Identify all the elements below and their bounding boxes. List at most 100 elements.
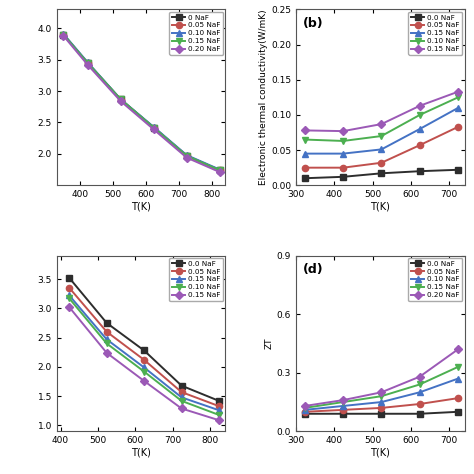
0.0 NaF <box>455 409 461 415</box>
0.05 NaF <box>217 167 223 173</box>
0.05 NaF <box>379 405 384 411</box>
Y-axis label: Electronic thermal conductivity(W/mK): Electronic thermal conductivity(W/mK) <box>259 9 268 185</box>
X-axis label: T(K): T(K) <box>131 448 151 458</box>
0.20 NaF <box>455 346 461 352</box>
Line: 0.0 NaF: 0.0 NaF <box>66 275 222 404</box>
0.10 NaF <box>379 399 384 405</box>
0.15 NaF <box>66 292 72 298</box>
0.15 NaF <box>379 121 384 127</box>
0.20 NaF <box>85 62 91 68</box>
Line: 0.15 NaF: 0.15 NaF <box>302 89 461 134</box>
0.15 NaF <box>340 399 346 405</box>
0.20 NaF <box>417 374 423 380</box>
Line: 0.15 NaF: 0.15 NaF <box>302 105 461 157</box>
0.05 NaF <box>118 97 123 103</box>
0.05 NaF <box>417 142 423 148</box>
0.15 NaF <box>417 382 423 387</box>
0 NaF <box>217 167 223 173</box>
0.20 NaF <box>151 127 156 132</box>
0.05 NaF <box>104 329 109 335</box>
0.15 NaF <box>455 364 461 370</box>
0 NaF <box>151 125 156 130</box>
0.10 NaF <box>104 341 109 346</box>
Line: 0.15 NaF: 0.15 NaF <box>66 292 222 413</box>
0.15 NaF <box>85 60 91 66</box>
0.10 NaF <box>85 59 91 65</box>
0.0 NaF <box>104 320 109 326</box>
0.0 NaF <box>379 171 384 176</box>
0.0 NaF <box>340 411 346 417</box>
0.0 NaF <box>302 175 308 181</box>
0.15 NaF <box>217 167 223 173</box>
Line: 0.20 NaF: 0.20 NaF <box>60 33 223 175</box>
0.10 NaF <box>216 412 222 418</box>
0.10 NaF <box>455 376 461 382</box>
0.15 NaF <box>455 89 461 95</box>
0.15 NaF <box>179 406 184 411</box>
0 NaF <box>184 153 190 159</box>
0.10 NaF <box>151 124 156 130</box>
Text: (d): (d) <box>303 263 323 275</box>
Line: 0.10 NaF: 0.10 NaF <box>302 94 461 144</box>
0.05 NaF <box>141 357 147 363</box>
0.0 NaF <box>302 411 308 417</box>
Text: (b): (b) <box>303 17 323 29</box>
0.10 NaF <box>141 369 147 374</box>
0.10 NaF <box>179 398 184 404</box>
Line: 0.15 NaF: 0.15 NaF <box>302 364 461 411</box>
0.10 NaF <box>340 403 346 409</box>
0.05 NaF <box>184 153 190 159</box>
Line: 0.05 NaF: 0.05 NaF <box>60 31 223 173</box>
0.0 NaF <box>216 398 222 404</box>
0.0 NaF <box>179 383 184 389</box>
0.15 NaF <box>302 405 308 411</box>
0.20 NaF <box>379 390 384 395</box>
0.20 NaF <box>184 155 190 161</box>
0.0 NaF <box>379 411 384 417</box>
0 NaF <box>61 32 66 37</box>
0.05 NaF <box>216 403 222 409</box>
0.15 NaF <box>184 153 190 159</box>
Line: 0.15 NaF: 0.15 NaF <box>66 304 222 423</box>
0.0 NaF <box>66 275 72 281</box>
0.05 NaF <box>85 61 91 66</box>
0.10 NaF <box>217 167 223 173</box>
Line: 0.10 NaF: 0.10 NaF <box>60 31 223 173</box>
Line: 0.15 NaF: 0.15 NaF <box>60 31 223 173</box>
0.15 NaF <box>340 128 346 134</box>
0.15 NaF <box>151 125 156 130</box>
0.20 NaF <box>118 98 123 104</box>
0.0 NaF <box>141 347 147 353</box>
0.15 NaF <box>118 96 123 102</box>
0.10 NaF <box>61 31 66 37</box>
0.0 NaF <box>340 174 346 180</box>
Line: 0.05 NaF: 0.05 NaF <box>302 124 461 171</box>
0.10 NaF <box>118 96 123 102</box>
0.10 NaF <box>302 137 308 142</box>
Line: 0.0 NaF: 0.0 NaF <box>302 167 461 182</box>
0.05 NaF <box>340 165 346 171</box>
Legend: 0 NaF, 0.05 NaF, 0.10 NaF, 0.15 NaF, 0.20 NaF: 0 NaF, 0.05 NaF, 0.10 NaF, 0.15 NaF, 0.2… <box>169 12 223 55</box>
0.15 NaF <box>455 105 461 111</box>
0 NaF <box>118 96 123 102</box>
0.15 NaF <box>179 394 184 400</box>
Line: 0.0 NaF: 0.0 NaF <box>302 409 461 417</box>
0.15 NaF <box>417 126 423 132</box>
0.15 NaF <box>379 146 384 152</box>
0.15 NaF <box>141 378 147 384</box>
0.0 NaF <box>417 168 423 174</box>
0.0 NaF <box>455 167 461 173</box>
0.05 NaF <box>61 32 66 37</box>
0.15 NaF <box>66 304 72 310</box>
0 NaF <box>85 60 91 66</box>
0.20 NaF <box>217 169 223 175</box>
0.15 NaF <box>417 103 423 109</box>
0.05 NaF <box>455 124 461 130</box>
0.05 NaF <box>151 125 156 130</box>
0.15 NaF <box>302 128 308 133</box>
0.15 NaF <box>302 151 308 156</box>
0.10 NaF <box>184 152 190 158</box>
0.15 NaF <box>104 350 109 356</box>
Line: 0.05 NaF: 0.05 NaF <box>66 285 222 409</box>
0.20 NaF <box>302 403 308 409</box>
